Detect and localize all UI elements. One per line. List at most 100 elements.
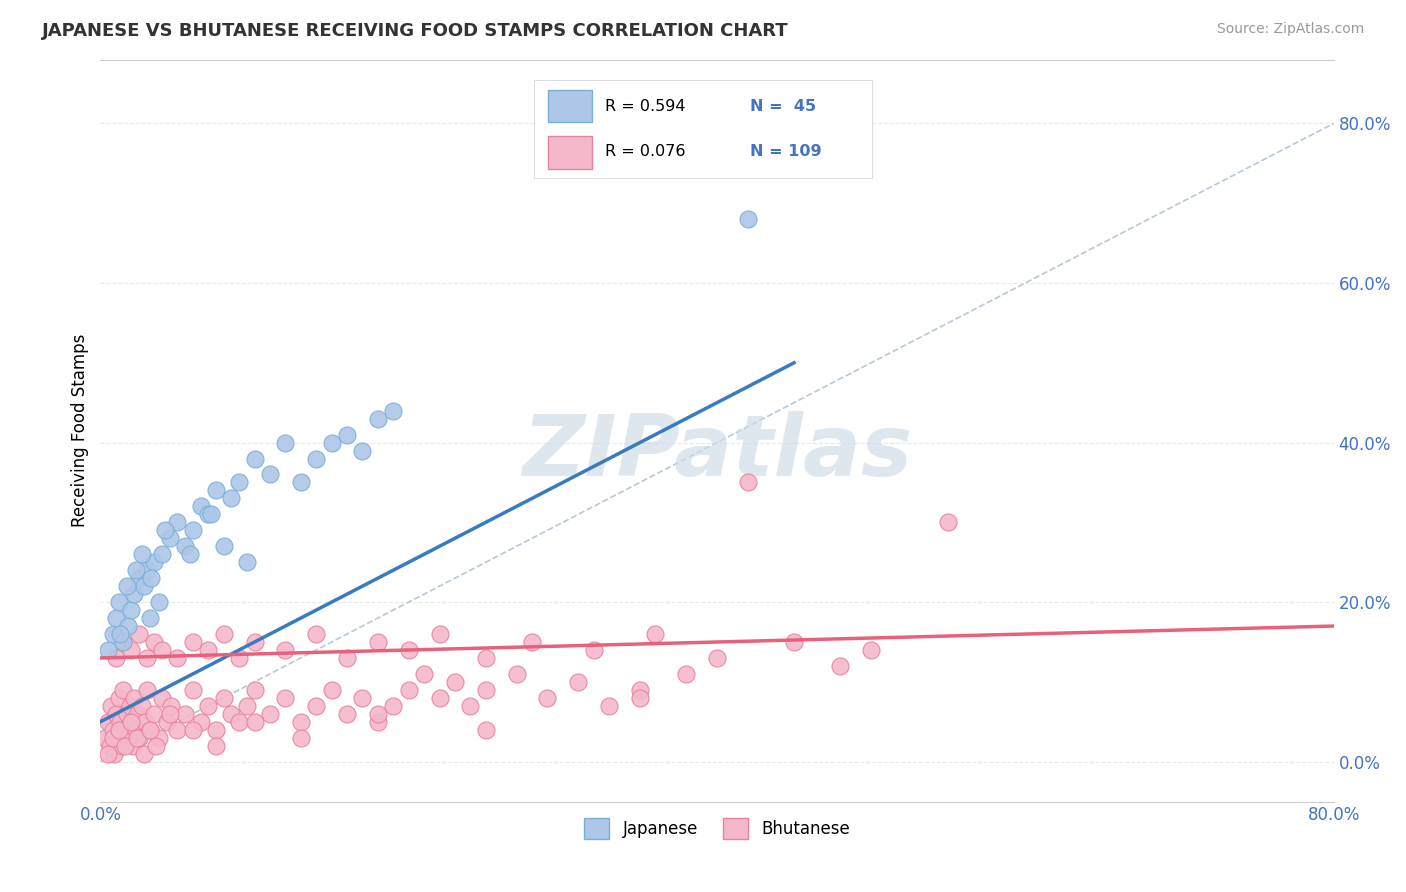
Text: JAPANESE VS BHUTANESE RECEIVING FOOD STAMPS CORRELATION CHART: JAPANESE VS BHUTANESE RECEIVING FOOD STA… xyxy=(42,22,789,40)
Bhutanese xyxy=(115,706,138,721)
Bhutanese xyxy=(138,723,160,737)
Bhutanese xyxy=(783,635,806,649)
Bhutanese xyxy=(120,643,142,657)
Bhutanese xyxy=(97,714,120,729)
Japanese xyxy=(97,643,120,657)
Japanese xyxy=(166,516,188,530)
Bhutanese xyxy=(104,651,127,665)
Bhutanese xyxy=(305,627,328,641)
Bhutanese xyxy=(336,706,359,721)
Text: ZIPatlas: ZIPatlas xyxy=(522,411,912,494)
Bhutanese xyxy=(174,706,197,721)
Japanese xyxy=(128,571,150,585)
Bhutanese xyxy=(305,698,328,713)
Japanese xyxy=(236,555,259,569)
Bhutanese xyxy=(112,682,135,697)
Japanese xyxy=(190,500,212,514)
Bhutanese xyxy=(143,635,166,649)
Bhutanese xyxy=(138,723,160,737)
Japanese xyxy=(117,619,139,633)
Bhutanese xyxy=(134,714,156,729)
Bhutanese xyxy=(100,698,122,713)
Japanese xyxy=(132,579,155,593)
Bhutanese xyxy=(118,698,141,713)
Japanese xyxy=(112,635,135,649)
Bhutanese xyxy=(197,698,219,713)
Japanese xyxy=(159,531,181,545)
Bhutanese xyxy=(474,723,496,737)
Japanese xyxy=(181,524,204,538)
Bhutanese xyxy=(243,714,266,729)
Japanese xyxy=(131,547,153,561)
Bhutanese xyxy=(159,706,181,721)
Bhutanese xyxy=(860,643,883,657)
Japanese xyxy=(274,435,297,450)
Bhutanese xyxy=(143,706,166,721)
Japanese xyxy=(367,411,389,425)
Bhutanese xyxy=(114,739,136,753)
Bhutanese xyxy=(127,706,149,721)
Bhutanese xyxy=(382,698,405,713)
Bhutanese xyxy=(936,516,959,530)
Japanese xyxy=(259,467,281,482)
Japanese xyxy=(382,403,405,417)
Bhutanese xyxy=(212,627,235,641)
Japanese xyxy=(305,451,328,466)
Bhutanese xyxy=(135,651,157,665)
Bhutanese xyxy=(108,723,131,737)
Bhutanese xyxy=(127,731,149,745)
Bhutanese xyxy=(145,739,167,753)
Bhutanese xyxy=(120,714,142,729)
Bhutanese xyxy=(181,635,204,649)
Bhutanese xyxy=(259,706,281,721)
Bhutanese xyxy=(675,667,697,681)
Bhutanese xyxy=(166,651,188,665)
Bhutanese xyxy=(228,651,250,665)
Japanese xyxy=(221,491,243,506)
Bhutanese xyxy=(94,731,117,745)
Bhutanese xyxy=(321,682,343,697)
Bhutanese xyxy=(111,739,134,753)
Bhutanese xyxy=(156,714,179,729)
Bhutanese xyxy=(181,723,204,737)
Text: N = 109: N = 109 xyxy=(751,145,823,160)
Bhutanese xyxy=(336,651,359,665)
Bhutanese xyxy=(181,682,204,697)
Bhutanese xyxy=(706,651,728,665)
Bhutanese xyxy=(132,747,155,761)
Japanese xyxy=(143,555,166,569)
Bhutanese xyxy=(429,627,451,641)
Japanese xyxy=(141,571,163,585)
Text: N =  45: N = 45 xyxy=(751,99,817,114)
Japanese xyxy=(108,595,131,609)
Bhutanese xyxy=(97,747,120,761)
Bhutanese xyxy=(110,714,132,729)
Japanese xyxy=(174,539,197,553)
Bhutanese xyxy=(101,723,124,737)
Bhutanese xyxy=(413,667,436,681)
Bhutanese xyxy=(104,706,127,721)
Bhutanese xyxy=(274,690,297,705)
Bhutanese xyxy=(105,731,128,745)
Bhutanese xyxy=(103,747,125,761)
Bhutanese xyxy=(460,698,482,713)
Japanese xyxy=(138,611,160,625)
Japanese xyxy=(104,611,127,625)
Bhutanese xyxy=(367,706,389,721)
Bhutanese xyxy=(131,698,153,713)
Bhutanese xyxy=(236,698,259,713)
Bhutanese xyxy=(128,627,150,641)
Bhutanese xyxy=(520,635,543,649)
Japanese xyxy=(150,547,173,561)
Bhutanese xyxy=(290,731,312,745)
Bhutanese xyxy=(444,674,467,689)
Japanese xyxy=(148,595,170,609)
Bhutanese xyxy=(352,690,374,705)
Bhutanese xyxy=(160,698,183,713)
Bhutanese xyxy=(290,714,312,729)
Bhutanese xyxy=(150,690,173,705)
Bhutanese xyxy=(122,690,145,705)
Y-axis label: Receiving Food Stamps: Receiving Food Stamps xyxy=(72,334,89,527)
Japanese xyxy=(243,451,266,466)
Bhutanese xyxy=(148,731,170,745)
